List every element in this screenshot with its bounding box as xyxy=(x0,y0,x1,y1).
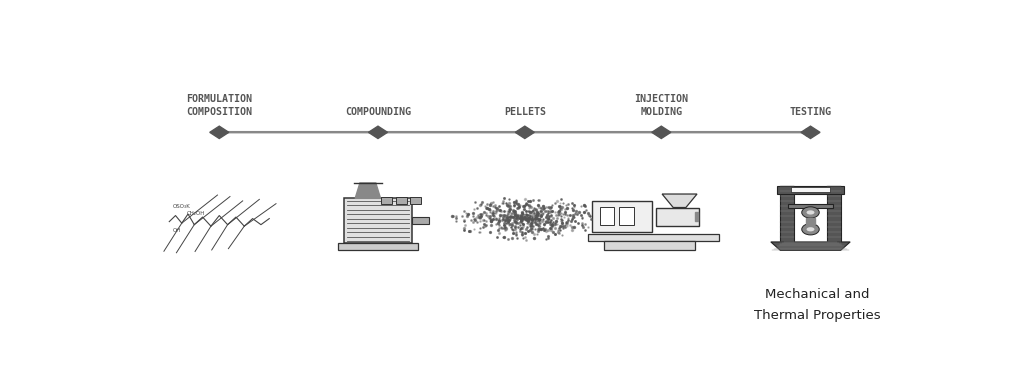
Text: OSO₃K: OSO₃K xyxy=(173,204,190,209)
Ellipse shape xyxy=(802,224,819,235)
Polygon shape xyxy=(369,126,387,138)
Text: CH₂OH: CH₂OH xyxy=(187,211,206,216)
Polygon shape xyxy=(515,126,535,138)
Bar xyxy=(620,207,634,225)
Ellipse shape xyxy=(802,207,819,218)
Bar xyxy=(344,199,412,243)
Bar xyxy=(381,197,392,204)
Bar xyxy=(338,243,418,250)
Polygon shape xyxy=(695,212,697,222)
Polygon shape xyxy=(663,194,697,208)
Bar xyxy=(588,234,719,241)
Bar xyxy=(604,241,695,250)
Text: COMPOUNDING: COMPOUNDING xyxy=(345,107,411,117)
Polygon shape xyxy=(771,242,850,250)
Bar xyxy=(600,207,614,225)
Text: TESTING: TESTING xyxy=(790,107,831,117)
Text: OH: OH xyxy=(173,228,181,233)
Text: FORMULATION
COMPOSITION: FORMULATION COMPOSITION xyxy=(186,95,252,117)
Bar xyxy=(777,186,844,193)
Bar xyxy=(791,187,830,192)
Text: Mechanical and
Thermal Properties: Mechanical and Thermal Properties xyxy=(754,288,881,322)
Text: INJECTION
MOLDING: INJECTION MOLDING xyxy=(634,95,688,117)
Bar xyxy=(655,208,699,226)
Ellipse shape xyxy=(807,227,814,231)
Bar xyxy=(788,204,833,208)
Bar xyxy=(395,197,407,204)
Bar xyxy=(412,218,429,224)
Bar xyxy=(410,197,421,204)
Polygon shape xyxy=(355,183,381,199)
Text: PELLETS: PELLETS xyxy=(504,107,546,117)
Polygon shape xyxy=(801,126,820,138)
Polygon shape xyxy=(210,126,228,138)
Bar xyxy=(779,186,794,242)
Bar xyxy=(827,186,842,242)
Polygon shape xyxy=(652,126,671,138)
Polygon shape xyxy=(806,218,815,224)
Ellipse shape xyxy=(807,210,814,215)
Bar xyxy=(592,201,652,232)
